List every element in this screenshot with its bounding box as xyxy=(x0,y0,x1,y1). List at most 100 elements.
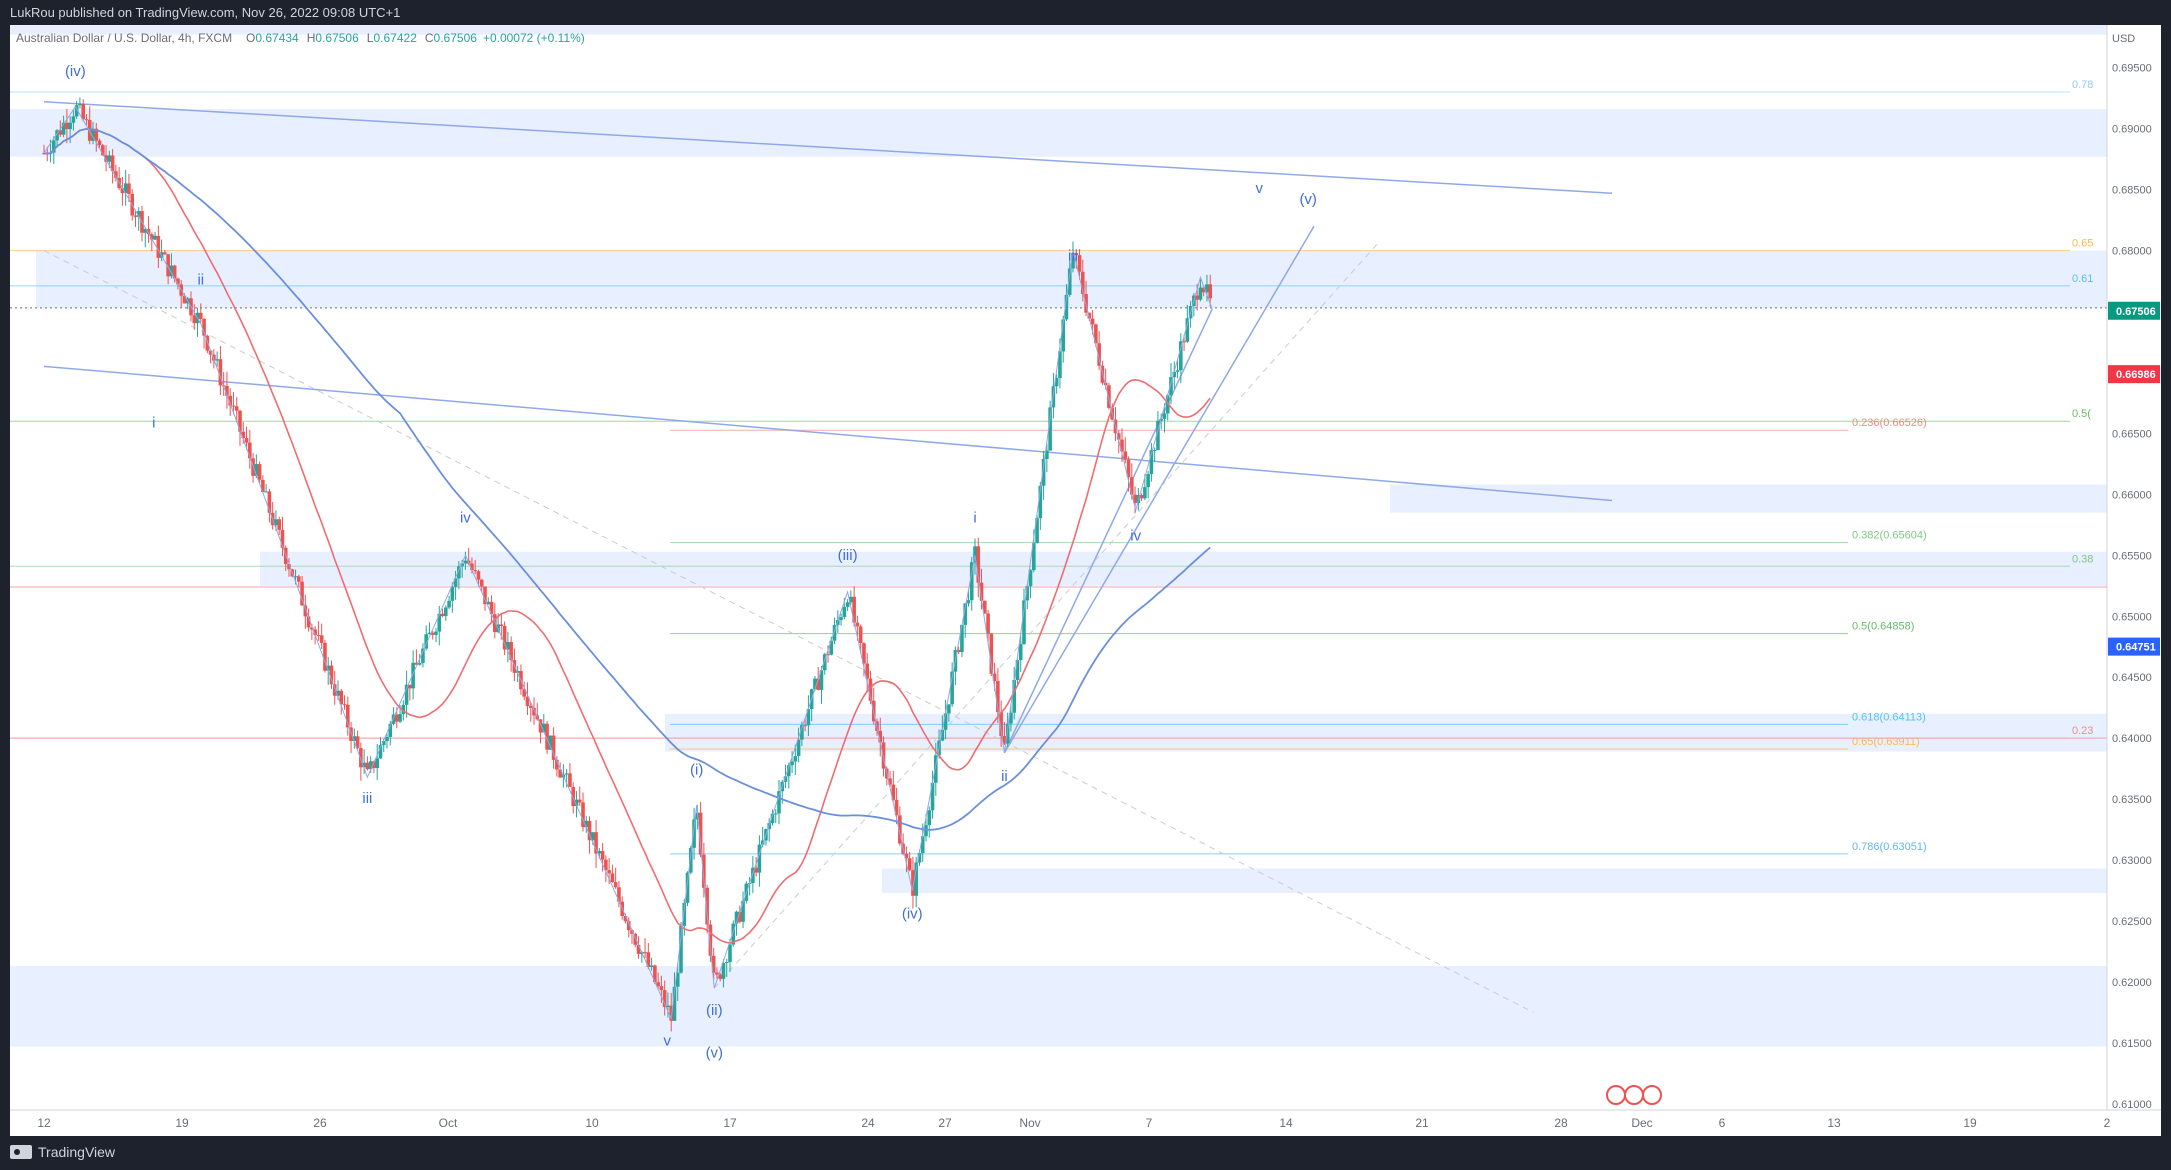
y-tick-label: 0.61000 xyxy=(2112,1099,2152,1111)
candle-body xyxy=(986,613,990,634)
candle-body xyxy=(979,582,984,601)
candle-body xyxy=(1018,643,1023,661)
x-tick-label: 19 xyxy=(175,1116,189,1130)
o-label: O xyxy=(246,31,255,45)
candle-body xyxy=(1116,433,1121,440)
candle-body xyxy=(274,519,278,526)
candle-body xyxy=(1071,253,1075,269)
candle-body xyxy=(966,600,971,604)
candle-body xyxy=(74,105,79,117)
ohlc-readout: O0.67434 H0.67506 L0.67422 C0.67506 +0.00072… xyxy=(246,31,585,45)
candle-body xyxy=(806,709,811,726)
candle-body xyxy=(267,491,272,513)
fib-level-label: 0.382(0.65604) xyxy=(1852,530,1927,542)
candle-body xyxy=(499,624,504,626)
candle-body xyxy=(1041,458,1046,486)
candle-body xyxy=(643,952,647,954)
candle-body xyxy=(277,519,281,530)
candle-body xyxy=(329,665,334,685)
candle-body xyxy=(724,962,729,964)
candle-body xyxy=(1028,570,1033,587)
candle-body xyxy=(310,627,314,630)
tradingview-logo[interactable]: TradingView xyxy=(10,1144,115,1160)
y-tick-label: 0.61500 xyxy=(2112,1038,2152,1050)
candle-body xyxy=(1182,341,1186,343)
candle-body xyxy=(493,614,497,633)
candle-body xyxy=(359,748,363,768)
candle-body xyxy=(1130,477,1134,495)
candle-body xyxy=(1195,295,1199,300)
y-tick-label: 0.65000 xyxy=(2112,611,2152,623)
currency-label: USD xyxy=(2112,33,2135,45)
candle-body xyxy=(143,228,148,233)
candle-body xyxy=(421,648,425,664)
tradingview-icon xyxy=(10,1145,32,1159)
ma-slow-line xyxy=(43,127,1211,831)
candle-body xyxy=(176,278,180,285)
candle-body xyxy=(166,254,170,277)
candle-body xyxy=(888,778,892,785)
fib-level-label: 0.236(0.66526) xyxy=(1852,417,1927,429)
y-tick-label: 0.68500 xyxy=(2112,185,2152,197)
candle-body xyxy=(1081,271,1085,295)
candle-body xyxy=(538,719,543,733)
fib-level-label: 0.5( xyxy=(2072,408,2091,420)
candle-body xyxy=(940,729,945,741)
wave-label: (iv) xyxy=(65,63,86,80)
x-tick-label: Oct xyxy=(439,1116,458,1130)
x-tick-label: 13 xyxy=(1827,1116,1841,1130)
candle-body xyxy=(1064,294,1069,320)
candle-body xyxy=(1097,343,1101,366)
candle-body xyxy=(342,704,347,706)
candle-body xyxy=(473,570,477,572)
candle-body xyxy=(845,602,850,607)
candle-body xyxy=(548,735,553,750)
candle-body xyxy=(1139,494,1144,499)
candle-body xyxy=(460,563,464,567)
y-tick-label: 0.66000 xyxy=(2112,489,2152,501)
fib-level-label: 0.618(0.64113) xyxy=(1852,711,1926,723)
candle-body xyxy=(1146,474,1150,488)
candle-body xyxy=(816,678,820,690)
candle-body xyxy=(280,529,285,548)
candle-body xyxy=(728,944,732,963)
x-tick-label: 17 xyxy=(723,1116,737,1130)
x-tick-label: 14 xyxy=(1279,1116,1293,1130)
candle-body xyxy=(52,140,56,153)
candle-body xyxy=(734,911,739,924)
candle-body xyxy=(865,663,869,679)
candle-body xyxy=(675,972,680,987)
candle-body xyxy=(408,684,412,689)
candle-body xyxy=(685,872,690,903)
candle-body xyxy=(1126,459,1131,478)
candle-body xyxy=(597,851,602,854)
fib-level-label: 0.786(0.63051) xyxy=(1852,841,1927,853)
fib-level-label: 0.23 xyxy=(2072,725,2093,737)
price-chart[interactable]: 0.236(0.66526) 0.382(0.65604) 0.5(0.64858)… xyxy=(10,15,2161,1136)
candle-body xyxy=(617,887,621,902)
candle-body xyxy=(1002,736,1007,744)
candle-body xyxy=(751,867,755,883)
footer-bar: TradingView xyxy=(0,1136,2171,1170)
candle-body xyxy=(587,820,592,841)
candle-body xyxy=(1208,284,1212,299)
candle-body xyxy=(956,649,961,653)
candle-body xyxy=(434,631,438,635)
candle-body xyxy=(395,714,399,722)
change-value: +0.00072 (+0.11%) xyxy=(483,31,585,45)
y-tick-label: 0.64500 xyxy=(2112,672,2152,684)
candle-body xyxy=(770,813,775,824)
candle-body xyxy=(868,678,873,701)
candle-body xyxy=(917,853,922,863)
candle-body xyxy=(346,704,350,728)
candle-body xyxy=(973,546,977,563)
last-price-tag: 0.67506 xyxy=(2116,306,2156,318)
y-tick-label: 0.69500 xyxy=(2112,63,2152,75)
candle-body xyxy=(414,662,419,665)
candle-body xyxy=(989,633,994,674)
candle-body xyxy=(68,122,72,130)
candle-body xyxy=(1133,494,1137,504)
candle-body xyxy=(228,395,232,406)
price-zone xyxy=(1390,484,2107,513)
candle-body xyxy=(1201,287,1206,293)
